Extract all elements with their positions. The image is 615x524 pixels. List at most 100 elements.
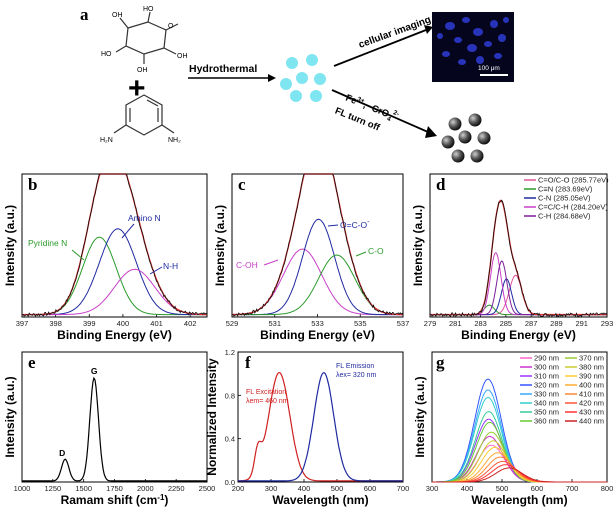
plot-frame-e	[21, 351, 208, 483]
legend-entry: C-H (284.68eV)	[538, 212, 591, 221]
x-tick-label: 400	[117, 319, 130, 328]
fe-ion-label: Fe3+	[344, 92, 366, 110]
annotation-n-h: N-H	[163, 261, 178, 271]
x-tick-label: 283	[474, 319, 487, 328]
annotation-c-o: C-O	[368, 246, 384, 256]
legend-entry: 440 nm	[579, 417, 604, 426]
x-tick-label: 700	[397, 484, 410, 493]
y-axis-label: Intensity (a.u.)	[411, 205, 425, 286]
y-axis-label: Intensity (a.u.)	[213, 205, 227, 286]
amine-label-left: H₂N	[100, 137, 113, 144]
x-tick-label: 400	[298, 484, 311, 493]
raw-spectrum	[231, 173, 404, 317]
x-tick-label: 700	[566, 484, 579, 493]
y-axis-label: Intensity (a.u.)	[3, 205, 17, 286]
carbon-dots-cyan	[280, 54, 326, 102]
x-tick-label: 1750	[106, 484, 123, 493]
annotation-pointer	[327, 224, 339, 227]
component-peak-3	[430, 252, 607, 316]
chart-panel-g: g 300 400 500 600 700 800 Wavelength (nm) Intens…	[413, 351, 614, 507]
scale-bar-label: 100 μm	[478, 65, 500, 72]
component-peak-0	[430, 274, 607, 316]
legend-entry: 390 nm	[579, 372, 604, 381]
legend-entry: 410 nm	[579, 390, 604, 399]
legend-entry: 300 nm	[534, 363, 559, 372]
legend-entry: 420 nm	[579, 399, 604, 408]
legend-entry: 290 nm	[534, 354, 559, 363]
x-tick-label: 2250	[168, 484, 185, 493]
x-tick-label: 531	[268, 319, 281, 328]
hydrothermal-label: Hydrothermal	[189, 63, 257, 75]
panel-label-g: g	[436, 353, 445, 372]
x-tick-label: 200	[232, 484, 245, 493]
x-tick-label: 293	[601, 319, 614, 328]
legend-entry: C=O/C-O (285.77eV)	[538, 176, 609, 185]
y-tick-label: 0.4	[225, 435, 235, 444]
panel-label-e: e	[28, 353, 36, 372]
series-line-1	[238, 372, 403, 482]
glucose-structure	[115, 11, 179, 64]
x-tick-label: 285	[500, 319, 513, 328]
quenched-dots	[441, 113, 491, 163]
x-tick-label: 533	[311, 319, 324, 328]
scheme-panel: a OH HO HO OH OH O + H₂N NH₂	[80, 5, 514, 163]
legend-entry: 380 nm	[579, 363, 604, 372]
legend-entry: 350 nm	[534, 408, 559, 417]
component-peak-2	[22, 268, 207, 316]
chart-panel-f: f 200 300 400 500 600 700 0.0 0.4 0.8 1.2 Wavelengt…	[205, 348, 409, 507]
y-axis-label: Normalized Intensity	[205, 358, 219, 476]
legend-entry: C≡N (283.69eV)	[538, 185, 593, 194]
x-tick-label: 400	[461, 484, 474, 493]
x-tick-label: 399	[83, 319, 96, 328]
diamine-structure	[113, 94, 175, 136]
x-tick-label: 500	[331, 484, 344, 493]
annotation-pyridine-n: Pyridine N	[28, 238, 67, 248]
chart-panel-d: d 279 281 283 285 287 289 291 293 Binding Energy …	[411, 173, 614, 342]
x-tick-label: 600	[531, 484, 544, 493]
legend-entry: 370 nm	[579, 354, 604, 363]
x-tick-label: 2500	[199, 484, 216, 493]
x-tick-label: 281	[449, 319, 462, 328]
x-tick-label: 2000	[137, 484, 154, 493]
annotation-d-band: D	[59, 448, 65, 458]
x-tick-label: 401	[150, 319, 163, 328]
panel-label-a: a	[80, 5, 89, 24]
oh-label-5: OH	[177, 53, 188, 60]
legend-entry: 310 nm	[534, 372, 559, 381]
oh-label-1: OH	[112, 12, 123, 19]
panel-label-b: b	[28, 175, 37, 194]
x-tick-label: 800	[601, 484, 614, 493]
imaging-arrowhead	[424, 25, 433, 34]
legend-entry: C-N (285.05eV)	[538, 194, 591, 203]
x-tick-label: 1500	[75, 484, 92, 493]
annotation-pointer	[355, 251, 367, 257]
x-tick-label: 291	[575, 319, 588, 328]
y-tick-label: 0.0	[225, 478, 235, 487]
amine-label-right: NH₂	[168, 137, 181, 144]
panel-label-d: d	[436, 175, 446, 194]
oh-label-2: HO	[143, 6, 154, 13]
legend-entry: 330 nm	[534, 390, 559, 399]
annotation-g-band: G	[91, 366, 98, 376]
plot-frame-f	[237, 351, 404, 483]
x-tick-label: 537	[397, 319, 410, 328]
annotation-fl-emission: FL Emission	[336, 363, 374, 370]
legend-entry: 430 nm	[579, 408, 604, 417]
legend-entry: 320 nm	[534, 381, 559, 390]
x-tick-label: 289	[550, 319, 563, 328]
component-peak-1	[430, 304, 607, 316]
x-axis-label: Wavelength (nm)	[272, 493, 368, 507]
annotation-pointer	[71, 249, 85, 261]
annotation-o-c-o: O=C-O-	[340, 219, 370, 230]
imaging-arrow	[333, 29, 427, 67]
component-peak-2	[430, 278, 607, 316]
x-axis-label: Binding Energy (eV)	[461, 328, 576, 342]
x-tick-label: 500	[496, 484, 509, 493]
annotation-pointer	[263, 259, 279, 266]
plot-frame-g	[431, 351, 608, 483]
x-axis-label: Ramam shift (cm-1)	[61, 493, 169, 507]
x-tick-label: 300	[265, 484, 278, 493]
comma-sep: ,	[361, 100, 368, 111]
ring-oxygen: O	[168, 23, 174, 30]
